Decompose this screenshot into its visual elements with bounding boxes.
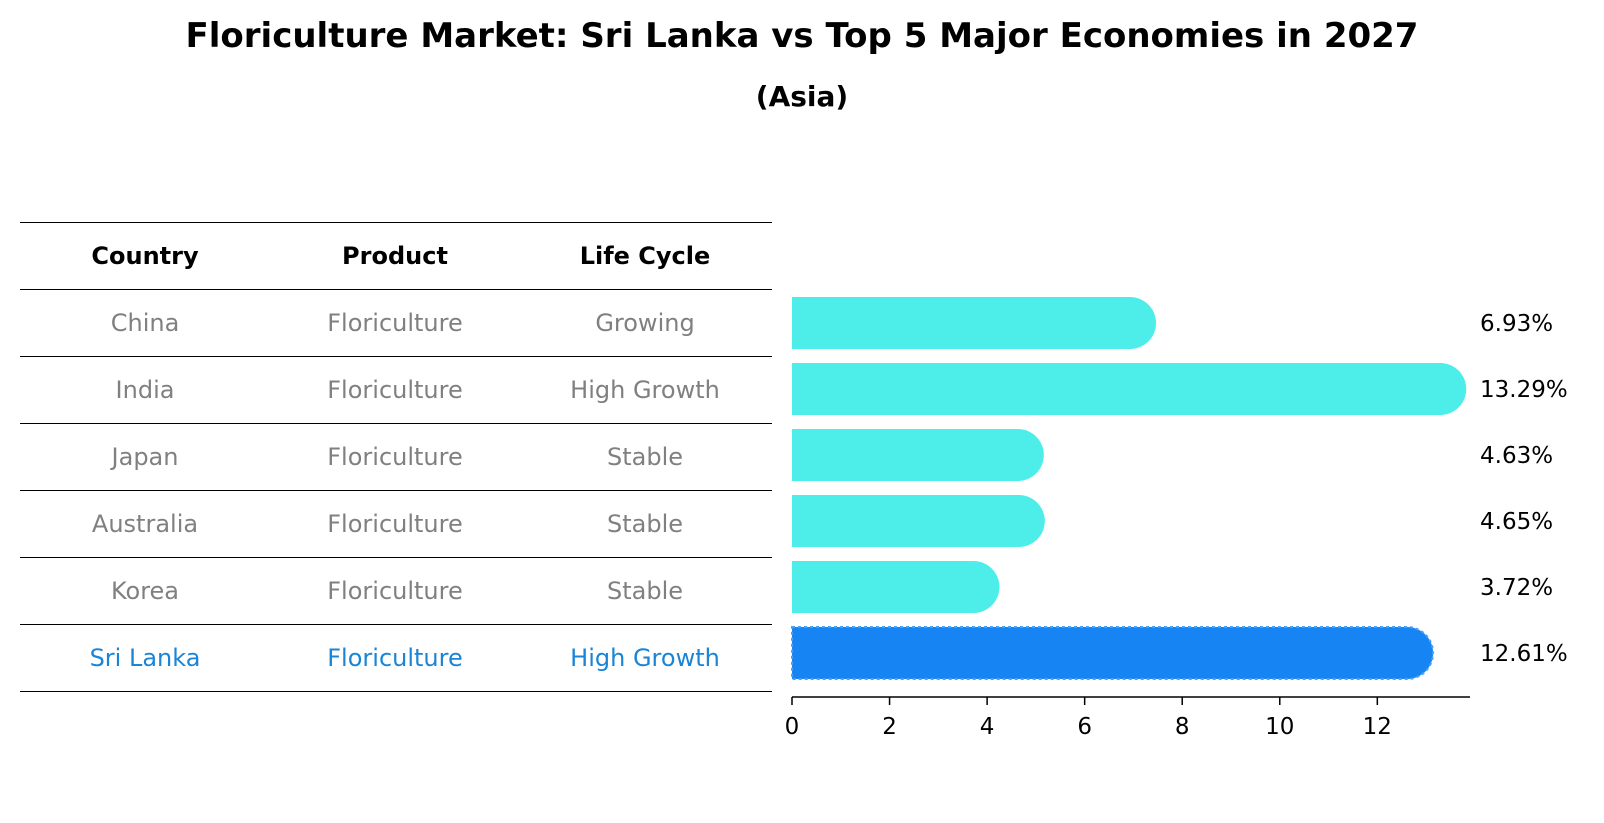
chart-subtitle: (Asia)	[755, 80, 849, 113]
cell-product: Floriculture	[327, 577, 463, 605]
cell-life-cycle: Stable	[606, 577, 684, 605]
cell-life-cycle: High Growth	[570, 644, 720, 672]
cell-life-cycle: Growing	[595, 309, 695, 337]
cell-product: Floriculture	[327, 644, 463, 672]
table-row: Japan Floriculture Stable	[20, 423, 772, 490]
table-row-highlight: Sri Lanka Floriculture High Growth	[20, 624, 772, 692]
bar	[792, 495, 1045, 547]
x-tick-label: 4	[980, 714, 995, 740]
bar-value-label: 4.63%	[1480, 443, 1553, 469]
table-row: India Floriculture High Growth	[20, 356, 772, 423]
cell-life-cycle: Stable	[606, 443, 684, 471]
cell-life-cycle: High Growth	[570, 376, 720, 404]
cell-country: Sri Lanka	[89, 644, 201, 672]
x-tick-label: 6	[1077, 714, 1092, 740]
chart-title: Floriculture Market: Sri Lanka vs Top 5 …	[185, 16, 1419, 56]
cell-life-cycle: Stable	[606, 510, 684, 538]
table-row: Australia Floriculture Stable	[20, 490, 772, 557]
cell-country: Australia	[91, 510, 199, 538]
cell-country: India	[115, 376, 175, 404]
cell-country: Korea	[110, 577, 180, 605]
bar-value-label: 12.61%	[1480, 641, 1568, 667]
header-life-cycle: Life Cycle	[579, 242, 711, 270]
bar	[792, 363, 1467, 415]
cell-product: Floriculture	[327, 443, 463, 471]
x-tick-label: 10	[1265, 714, 1294, 740]
table-header-row: Country Product Life Cycle	[20, 222, 772, 289]
x-tick-label: 0	[785, 714, 800, 740]
x-tick-label: 2	[882, 714, 897, 740]
bar	[792, 429, 1044, 481]
cell-country: China	[110, 309, 180, 337]
bar-value-label: 13.29%	[1480, 377, 1568, 403]
bar-value-label: 3.72%	[1480, 575, 1553, 601]
cell-product: Floriculture	[327, 376, 463, 404]
comparison-table: Country Product Life Cycle China Floricu…	[20, 222, 772, 692]
x-tick-label: 12	[1363, 714, 1392, 740]
bar	[791, 626, 1435, 680]
cell-product: Floriculture	[327, 510, 463, 538]
header-country: Country	[91, 242, 199, 270]
bar	[792, 297, 1157, 349]
bar	[792, 561, 1000, 613]
bar-value-label: 4.65%	[1480, 509, 1553, 535]
table-row: China Floriculture Growing	[20, 289, 772, 356]
cell-country: Japan	[111, 443, 179, 471]
bar-value-label: 6.93%	[1480, 311, 1553, 337]
table-row: Korea Floriculture Stable	[20, 557, 772, 624]
header-product: Product	[342, 242, 448, 270]
x-tick-label: 8	[1175, 714, 1190, 740]
cell-product: Floriculture	[327, 309, 463, 337]
